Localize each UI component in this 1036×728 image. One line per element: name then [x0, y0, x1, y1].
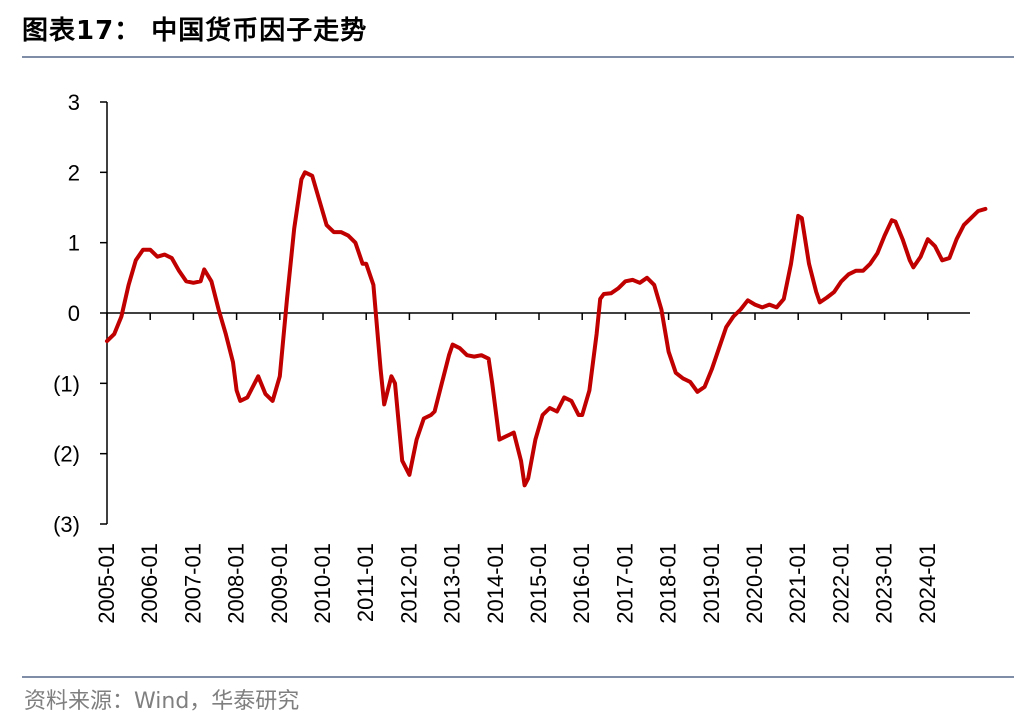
series-line	[105, 170, 988, 488]
y-tick-label: 1	[68, 231, 80, 256]
y-tick-label: 3	[68, 90, 80, 115]
chart-title: 图表17： 中国货币因子走势	[22, 16, 368, 46]
y-tick-label: (2)	[53, 442, 80, 467]
bottom-rule	[22, 676, 1014, 678]
x-tick-label: 2017-01	[612, 543, 637, 624]
top-rule	[22, 56, 1014, 58]
x-tick-label: 2007-01	[180, 543, 205, 624]
x-tick-label: 2012-01	[396, 543, 421, 624]
source-note: 资料来源：Wind，华泰研究	[24, 689, 300, 714]
x-tick-label: 2013-01	[440, 543, 465, 624]
x-tick-label: 2011-01	[353, 543, 378, 622]
y-tick-label: 2	[68, 160, 80, 185]
x-tick-label: 2018-01	[656, 543, 681, 624]
x-tick-label: 2014-01	[483, 543, 508, 624]
x-tick-label: 2024-01	[915, 543, 940, 624]
y-axis: 3 2 1 0 (1) (2) (3)	[53, 90, 108, 537]
x-tick-label: 2010-01	[310, 543, 335, 624]
x-tick-label: 2005-01	[94, 543, 119, 624]
y-tick-label: (1)	[53, 371, 80, 396]
x-axis: 2005-01 2006-01 2007-01 2008-01 2009-01 2010-…	[94, 312, 970, 624]
y-tick-label: (3)	[53, 512, 80, 537]
line-chart: 3 2 1 0 (1) (2) (3) 2005-01 2006-01 2007-01 2008-…	[53, 90, 988, 624]
x-tick-label: 2019-01	[699, 543, 724, 624]
x-tick-label: 2015-01	[526, 543, 551, 624]
x-tick-label: 2022-01	[828, 543, 853, 624]
x-tick-label: 2009-01	[267, 543, 292, 624]
x-tick-label: 2006-01	[137, 543, 162, 624]
x-tick-label: 2023-01	[872, 543, 897, 624]
y-tick-label: 0	[68, 301, 80, 326]
series-layer	[105, 170, 988, 488]
x-tick-label: 2008-01	[224, 543, 249, 624]
x-tick-label: 2020-01	[742, 543, 767, 624]
x-tick-label: 2016-01	[569, 543, 594, 624]
x-tick-label: 2021-01	[785, 543, 810, 624]
